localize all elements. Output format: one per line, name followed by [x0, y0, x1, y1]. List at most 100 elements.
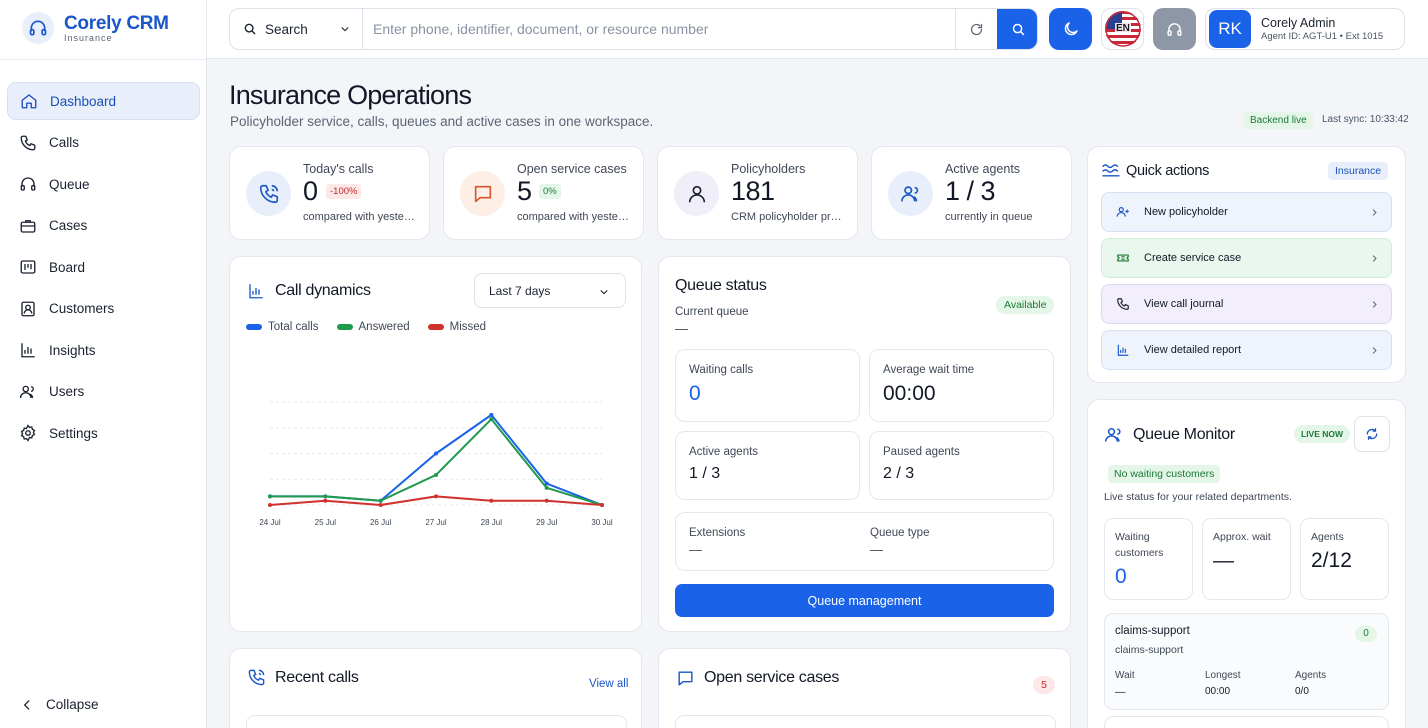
stat-card-calls[interactable]: Today's calls 0 -100% compared with yest…: [229, 146, 430, 240]
data-point: [434, 494, 438, 499]
chevron-right-icon: [1372, 301, 1377, 308]
search-input[interactable]: [363, 9, 957, 49]
phone-icon: [248, 669, 265, 686]
sidebar-item-label: Board: [49, 259, 86, 275]
sidebar-divider: [0, 59, 206, 60]
user-menu[interactable]: RK Corely Admin Agent ID: AGT-U1 • Ext 1…: [1205, 8, 1405, 50]
sidebar-item-cases[interactable]: Cases: [7, 207, 200, 245]
open-cases-count-badge: 5: [1033, 676, 1055, 694]
view-all-link[interactable]: View all: [589, 678, 629, 690]
data-point: [434, 472, 438, 477]
live-now-badge: LIVE NOW: [1294, 425, 1351, 443]
search-type-select[interactable]: Search: [230, 9, 363, 49]
bar-chart-icon: [1117, 344, 1129, 356]
sidebar-item-queue[interactable]: Queue: [7, 165, 200, 203]
view-call-journal-button[interactable]: View call journal: [1101, 284, 1392, 324]
dept-wait-label: Wait: [1115, 670, 1135, 681]
active-agents-box: Active agents 1 / 3: [675, 431, 860, 500]
refresh-icon: [970, 23, 983, 35]
avg-wait-box: Average wait time 00:00: [869, 349, 1054, 422]
quick-actions-badge: Insurance: [1328, 162, 1389, 180]
stat-delta: 0%: [539, 184, 561, 199]
user-plus-icon: [1116, 207, 1129, 217]
waiting-calls-label: Waiting calls: [689, 364, 754, 376]
quick-actions-title: Quick actions: [1126, 163, 1210, 179]
new-policyholder-button[interactable]: New policyholder: [1101, 192, 1392, 232]
brand[interactable]: Corely CRM Insurance: [22, 12, 169, 44]
legend-item[interactable]: Answered: [336, 321, 410, 333]
avg-wait-value: 00:00: [883, 382, 936, 405]
search-submit-button[interactable]: [997, 9, 1037, 49]
department-card[interactable]: [1104, 716, 1389, 728]
queue-management-button[interactable]: Queue management: [675, 584, 1054, 617]
stat-card-open-cases[interactable]: Open service cases 5 0% compared with ye…: [443, 146, 644, 240]
message-icon: [678, 671, 693, 686]
page-title: Insurance Operations: [229, 80, 472, 110]
quick-action-label: New policyholder: [1144, 206, 1228, 218]
x-tick-label: 27 Jul: [425, 518, 447, 527]
phone-icon: [1117, 298, 1129, 310]
sidebar-item-insights[interactable]: Insights: [7, 331, 200, 369]
chart-legend: Total calls Answered Missed: [246, 321, 486, 333]
app-name: Corely CRM: [64, 12, 169, 34]
stat-card-policyholders[interactable]: Policyholders 181 CRM policyholder profi…: [657, 146, 858, 240]
sidebar-item-label: Customers: [49, 301, 115, 316]
paused-agents-label: Paused agents: [883, 446, 960, 458]
stat-label: Policyholders: [731, 162, 806, 176]
legend-label: Answered: [358, 321, 410, 333]
collapse-button[interactable]: Collapse: [20, 697, 99, 712]
data-point: [489, 417, 494, 422]
quick-action-label: View call journal: [1144, 298, 1224, 310]
legend-label: Total calls: [268, 321, 319, 333]
recent-calls-card: Recent calls View all: [229, 648, 642, 728]
board-icon: [20, 260, 36, 274]
active-agents-value: 1 / 3: [689, 465, 721, 482]
x-tick-label: 28 Jul: [481, 518, 503, 527]
view-detailed-report-button[interactable]: View detailed report: [1101, 330, 1392, 370]
search-type-label: Search: [265, 21, 308, 37]
sidebar-item-customers[interactable]: Customers: [7, 290, 200, 328]
monitor-refresh-button[interactable]: [1354, 416, 1390, 452]
theme-toggle-button[interactable]: [1049, 8, 1092, 50]
contact-icon: [21, 301, 35, 316]
queue-details-box: Extensions — Queue type —: [675, 512, 1054, 571]
stat-card-active-agents[interactable]: Active agents 1 / 3 currently in queue: [871, 146, 1072, 240]
legend-item[interactable]: Missed: [427, 321, 486, 333]
sidebar-item-calls[interactable]: Calls: [7, 124, 200, 162]
sidebar-item-dashboard[interactable]: Dashboard: [7, 82, 200, 120]
global-search: Search: [229, 8, 1038, 50]
open-cases-card: Open service cases 5: [658, 648, 1071, 728]
briefcase-icon: [20, 219, 36, 233]
list-item[interactable]: [246, 715, 627, 728]
topbar: Search EN RK Corely Admin Agent ID: [207, 0, 1428, 59]
stat-label: Today's calls: [303, 162, 374, 176]
x-tick-label: 26 Jul: [370, 518, 392, 527]
series-line-1: [270, 418, 603, 506]
legend-item[interactable]: Total calls: [246, 321, 319, 333]
list-item[interactable]: [675, 715, 1056, 728]
language-button[interactable]: EN: [1101, 8, 1144, 50]
create-service-case-button[interactable]: Create service case: [1101, 238, 1392, 278]
sidebar-item-label: Settings: [49, 425, 98, 441]
waiting-customers-value: 0: [1115, 565, 1127, 588]
paused-agents-box: Paused agents 2 / 3: [869, 431, 1054, 500]
search-reset-button[interactable]: [955, 9, 997, 49]
data-point: [434, 451, 438, 456]
range-select-value: Last 7 days: [489, 283, 551, 298]
sidebar-item-users[interactable]: Users: [7, 373, 200, 411]
chevron-left-icon: [23, 699, 30, 710]
range-select[interactable]: Last 7 days: [474, 273, 626, 308]
label-line: Waiting: [1115, 531, 1150, 543]
chevron-down-icon: [600, 290, 608, 295]
agents-label: Agents: [1311, 531, 1344, 543]
x-tick-label: 24 Jul: [259, 518, 281, 527]
sidebar-item-settings[interactable]: Settings: [7, 414, 200, 452]
department-name: claims-support: [1115, 625, 1190, 637]
chevron-right-icon: [1372, 209, 1377, 216]
sidebar-item-board[interactable]: Board: [7, 248, 200, 286]
support-button[interactable]: [1153, 8, 1196, 50]
sidebar-item-label: Queue: [49, 176, 90, 192]
department-card[interactable]: claims-support claims-support 0 Wait — L…: [1104, 613, 1389, 710]
stat-value: 0: [303, 176, 318, 206]
waiting-status-badge: No waiting customers: [1108, 465, 1221, 483]
